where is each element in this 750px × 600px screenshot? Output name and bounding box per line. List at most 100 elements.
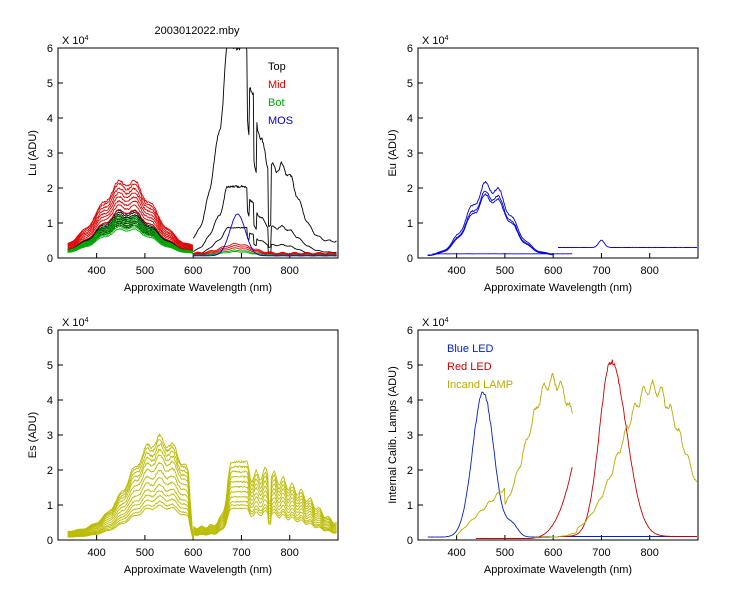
series-line-top — [193, 185, 337, 254]
x-tick-label: 700 — [592, 265, 610, 277]
y-tick-label: 2 — [407, 465, 413, 477]
series-line-bot — [67, 228, 193, 254]
y-tick-label: 5 — [47, 360, 53, 372]
series-line-eu — [558, 239, 698, 249]
y-tick-label: 0 — [47, 535, 53, 547]
y-tick-label: 5 — [407, 360, 413, 372]
series-line-bot — [67, 219, 193, 253]
x-tick-label: 800 — [281, 265, 299, 277]
x-tick-label: 800 — [281, 547, 299, 559]
series-line-mid — [193, 247, 337, 256]
x-tick-label: 600 — [184, 265, 202, 277]
series-line-mid — [67, 208, 194, 251]
y-tick-label: 6 — [47, 43, 53, 55]
x-tick-label: 500 — [136, 265, 154, 277]
series-line-bot — [67, 223, 193, 254]
x-tick-label: 600 — [544, 265, 562, 277]
series-group — [67, 433, 337, 540]
y-tick-label: 1 — [47, 500, 53, 512]
x-tick-label: 600 — [544, 547, 562, 559]
plot-frame — [417, 47, 699, 259]
y-tick-label: 0 — [47, 253, 53, 265]
series-line-top — [67, 211, 193, 251]
series-line-es — [193, 485, 337, 533]
y-tick-label: 5 — [47, 78, 53, 90]
y-tick-label: 0 — [407, 253, 413, 265]
y-axis-label: Lu (ADU) — [27, 130, 39, 176]
series-line-eu — [427, 190, 553, 256]
y-tick-label: 0 — [407, 535, 413, 547]
series-line-mid — [67, 179, 194, 246]
y-tick-label: 4 — [47, 113, 53, 125]
series-line-red-led — [557, 359, 698, 537]
y-tick-label: 3 — [47, 148, 53, 160]
series-line-es — [192, 495, 337, 535]
legend-item-incand-lamp: Incand LAMP — [447, 379, 513, 391]
legend-item-bot: Bot — [268, 97, 285, 109]
y-tick-label: 1 — [407, 218, 413, 230]
x-tick-label: 500 — [136, 547, 154, 559]
series-line-mid — [67, 204, 194, 250]
x-tick-label: 800 — [641, 265, 659, 277]
series-line-es — [67, 504, 194, 540]
y-tick-label: 5 — [407, 78, 413, 90]
y-tick-label: 6 — [47, 325, 53, 337]
y-tick-label: 2 — [407, 183, 413, 195]
series-line-es — [67, 433, 194, 538]
y-tick-label: 3 — [407, 148, 413, 160]
series-line-es — [67, 443, 194, 538]
y-tick-label: 3 — [47, 430, 53, 442]
x-tick-label: 800 — [641, 547, 659, 559]
y-tick-label: 6 — [407, 43, 413, 55]
series-group — [427, 180, 698, 256]
series-line-es — [193, 504, 337, 536]
series-line-es — [193, 465, 337, 530]
legend-item-top: Top — [268, 61, 286, 73]
y-axis-label: Internal Calib. Lamps (ADU) — [387, 366, 399, 504]
y-axis-label: Eu (ADU) — [387, 129, 399, 176]
series-line-es — [67, 500, 194, 540]
series-line-es — [67, 495, 194, 539]
series-line-blue-led — [427, 391, 559, 538]
series-line-es — [67, 469, 194, 539]
axis-multiplier-exponent: 4 — [85, 317, 89, 324]
series-line-mos — [193, 213, 337, 257]
legend-item-blue-led: Blue LED — [447, 343, 494, 355]
series-line-es — [193, 500, 337, 535]
x-tick-label: 500 — [496, 265, 514, 277]
series-line-bot — [67, 215, 193, 252]
legend-item-mos: MOS — [268, 115, 293, 127]
legend-item-mid: Mid — [268, 79, 286, 91]
x-tick-label: 500 — [496, 547, 514, 559]
x-tick-label: 400 — [447, 547, 465, 559]
series-line-incand-lamp — [456, 373, 573, 536]
series-line-eu — [427, 193, 553, 256]
legend-item-red-led: Red LED — [447, 361, 492, 373]
series-line-mid — [67, 199, 194, 250]
x-axis-label: Approximate Wavelength (nm) — [484, 564, 632, 576]
panel-lu: X 104 0 1 2 3 4 5 6 400 500 600 700 800 Approximate W… — [27, 35, 339, 294]
x-tick-label: 600 — [184, 547, 202, 559]
y-tick-label: 3 — [407, 430, 413, 442]
panel-lamps: X 104 0 1 2 3 4 5 6 400 500 600 700 800 Approximate W… — [387, 317, 699, 576]
series-line-es — [193, 470, 337, 531]
y-tick-label: 2 — [47, 183, 53, 195]
panel-es: X 104 0 1 2 3 4 5 6 400 500 600 700 800 Approximate W… — [27, 317, 339, 576]
x-tick-label: 700 — [592, 547, 610, 559]
series-line-mid — [193, 242, 337, 255]
series-line-eu — [427, 180, 553, 256]
series-line-es — [193, 475, 337, 532]
series-line-es — [67, 490, 194, 539]
axis-multiplier: X 104 — [62, 317, 89, 329]
panel-eu: X 104 0 1 2 3 4 5 6 400 500 600 700 800 Approximate W… — [387, 35, 699, 294]
y-tick-label: 1 — [47, 218, 53, 230]
series-line-bot — [67, 221, 193, 253]
axis-multiplier-exponent: 4 — [445, 317, 449, 324]
series-line-es — [193, 507, 337, 536]
y-tick-label: 4 — [407, 113, 413, 125]
x-tick-label: 700 — [232, 265, 250, 277]
y-axis-label: Es (ADU) — [27, 412, 39, 458]
series-line-incand-lamp — [533, 379, 698, 539]
axis-multiplier: X 104 — [422, 317, 449, 329]
